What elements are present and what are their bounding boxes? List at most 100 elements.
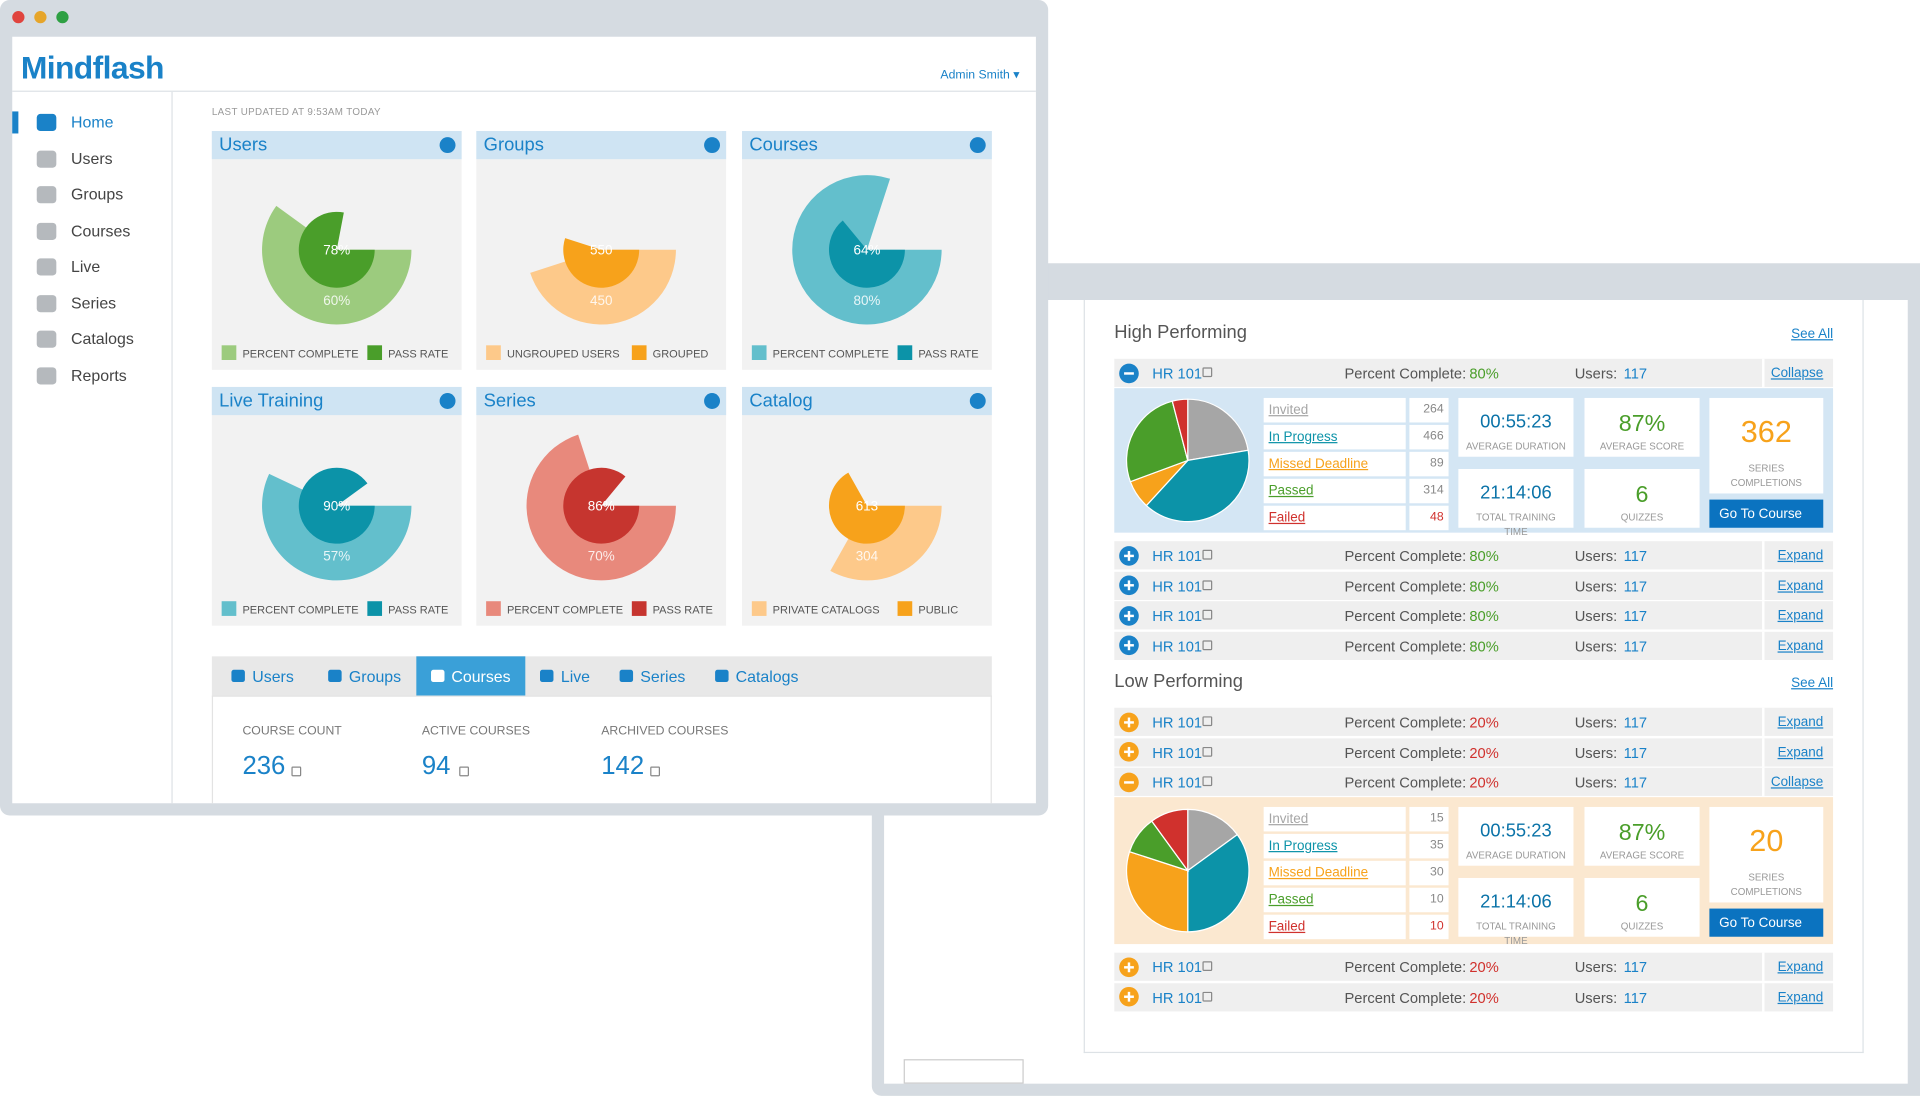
external-link-icon[interactable] (1202, 746, 1213, 757)
row-background (1114, 631, 1834, 660)
action-link[interactable]: Expand (1777, 960, 1824, 975)
widget-header (742, 131, 992, 160)
tab[interactable]: Series (605, 656, 700, 695)
toggle-icon[interactable] (1119, 986, 1139, 1007)
download-button[interactable] (704, 393, 720, 409)
toggle-icon[interactable] (1119, 635, 1139, 656)
window-zoom[interactable] (56, 11, 69, 24)
see-all-link[interactable]: See All (1791, 675, 1834, 691)
course-name[interactable]: HR 101 (1152, 547, 1203, 565)
go-to-course-button[interactable]: Go To Course (1709, 499, 1824, 528)
window-minimize[interactable] (34, 11, 47, 24)
nav-item[interactable]: Live (71, 257, 101, 276)
toggle-icon[interactable] (1119, 545, 1139, 566)
nav-item[interactable]: Catalogs (71, 329, 134, 348)
tab[interactable]: Live (525, 656, 604, 695)
action-link[interactable]: Collapse (1770, 366, 1824, 381)
action-link[interactable]: Expand (1777, 608, 1824, 624)
download-button[interactable] (439, 393, 456, 409)
external-link-icon[interactable] (1202, 367, 1213, 378)
external-link-icon[interactable] (1202, 639, 1213, 650)
toggle-icon[interactable] (1119, 772, 1139, 792)
action-divider (1762, 982, 1765, 1011)
status-count: 10 (1430, 919, 1444, 934)
course-name[interactable]: HR 101 (1152, 607, 1203, 625)
course-name[interactable]: HR 101 (1152, 364, 1203, 383)
external-link-icon[interactable] (1202, 991, 1213, 1002)
external-link-icon[interactable] (1202, 776, 1213, 787)
nav-item[interactable]: Series (71, 293, 117, 312)
toggle-icon[interactable] (1119, 956, 1139, 977)
nav-item[interactable]: Courses (71, 221, 131, 240)
widget-header (476, 386, 727, 416)
course-name[interactable]: HR 101 (1152, 773, 1203, 792)
download-button[interactable] (439, 137, 456, 154)
external-link-icon[interactable] (1202, 716, 1213, 727)
external-link-icon[interactable] (291, 766, 302, 777)
toggle-icon[interactable] (1119, 363, 1139, 383)
action-link[interactable]: Expand (1777, 548, 1824, 564)
external-link-icon[interactable] (1202, 579, 1213, 590)
status-name[interactable]: In Progress (1268, 838, 1338, 854)
nav-item[interactable]: Groups (71, 184, 124, 204)
see-all-link[interactable]: See All (1791, 326, 1834, 342)
tab[interactable]: Catalogs (700, 656, 813, 695)
toggle-icon[interactable] (1119, 605, 1139, 626)
widgets: Users PERCENT COMPLETE PASS RATE Groups UNGR… (0, 0, 1048, 637)
status-name[interactable]: Invited (1268, 811, 1309, 827)
stat-value[interactable]: 94 (421, 751, 451, 780)
status-name[interactable]: Passed (1268, 892, 1314, 908)
legend-label: PERCENT COMPLETE (506, 603, 624, 616)
user-menu[interactable]: Admin Smith ▾ (940, 68, 1020, 83)
action-link[interactable]: Expand (1777, 638, 1824, 654)
action-link[interactable]: Collapse (1770, 775, 1824, 790)
toggle-icon[interactable] (1119, 742, 1139, 762)
external-link-icon[interactable] (458, 766, 469, 777)
status-count: 89 (1430, 456, 1444, 471)
nav-item[interactable]: Home (71, 112, 114, 132)
status-name[interactable]: Failed (1268, 510, 1306, 526)
action-link[interactable]: Expand (1777, 990, 1824, 1005)
external-link-icon[interactable] (1202, 549, 1213, 560)
metric-value: 20% (1469, 773, 1499, 792)
metric-box (1709, 397, 1824, 494)
action-link[interactable]: Expand (1777, 745, 1824, 760)
nav-item[interactable]: Reports (71, 365, 127, 384)
status-cell (1263, 914, 1406, 940)
status-name[interactable]: Passed (1268, 483, 1314, 499)
toggle-icon[interactable] (1119, 712, 1139, 732)
course-name[interactable]: HR 101 (1152, 743, 1203, 762)
toggle-icon[interactable] (1119, 575, 1139, 596)
metric-box (1584, 877, 1700, 937)
go-to-course-button[interactable]: Go To Course (1709, 908, 1824, 937)
status-name[interactable]: Failed (1268, 919, 1306, 935)
legend-label: PUBLIC (918, 603, 959, 616)
download-button[interactable] (704, 137, 720, 154)
tab[interactable]: Groups (313, 656, 415, 695)
tab[interactable]: Users (212, 656, 314, 695)
external-link-icon[interactable] (1202, 961, 1213, 972)
tab-bar: Users Groups Courses Live Series Catalogs (211, 656, 992, 696)
course-name[interactable]: HR 101 (1152, 577, 1203, 595)
window-close[interactable] (12, 11, 25, 24)
legend-swatch (486, 345, 501, 360)
status-name[interactable]: Missed Deadline (1268, 865, 1369, 881)
stat-value[interactable]: 236 (242, 751, 286, 780)
tab[interactable]: Courses (415, 656, 526, 696)
logo[interactable]: Mindflash (20, 48, 165, 86)
course-name[interactable]: HR 101 (1152, 988, 1203, 1006)
status-name[interactable]: Missed Deadline (1268, 456, 1369, 472)
course-name[interactable]: HR 101 (1152, 637, 1203, 655)
course-name[interactable]: HR 101 (1152, 958, 1203, 976)
status-name[interactable]: In Progress (1268, 429, 1338, 445)
download-button[interactable] (969, 137, 986, 154)
action-link[interactable]: Expand (1777, 578, 1824, 594)
external-link-icon[interactable] (650, 766, 660, 777)
download-button[interactable] (969, 393, 986, 409)
nav-item[interactable]: Users (71, 148, 113, 168)
stat-value[interactable]: 142 (601, 751, 645, 780)
action-link[interactable]: Expand (1777, 715, 1824, 730)
status-name[interactable]: Invited (1268, 402, 1309, 418)
external-link-icon[interactable] (1202, 609, 1213, 620)
course-name[interactable]: HR 101 (1152, 713, 1203, 732)
